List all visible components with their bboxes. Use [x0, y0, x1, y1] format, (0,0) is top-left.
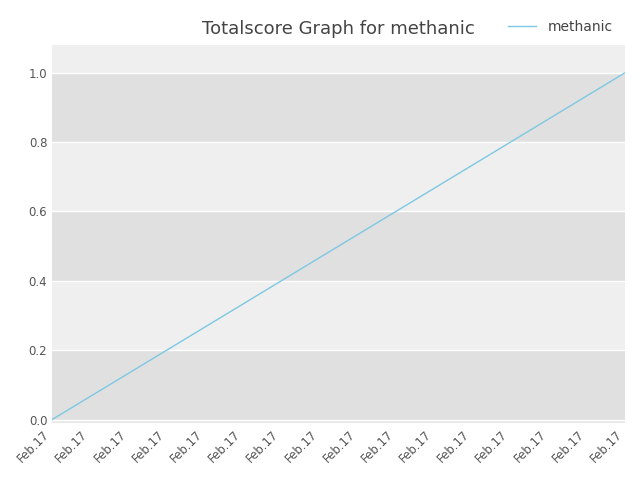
methanic [280, 276, 287, 282]
Bar [52, 73, 625, 142]
methanic [442, 179, 449, 184]
Bar [52, 142, 625, 212]
methanic [48, 417, 56, 422]
Title: Totalscore Graph for methanic: Totalscore Graph for methanic [202, 20, 475, 38]
Bar [52, 212, 625, 281]
Bar [52, 281, 625, 350]
Bar [52, 350, 625, 420]
methanic [107, 381, 115, 387]
methanic [506, 140, 513, 146]
methanic [621, 70, 629, 76]
methanic [301, 264, 308, 270]
Line: methanic: methanic [52, 73, 625, 420]
Bar [52, 45, 625, 73]
Legend: methanic: methanic [503, 14, 618, 39]
methanic [495, 146, 502, 152]
